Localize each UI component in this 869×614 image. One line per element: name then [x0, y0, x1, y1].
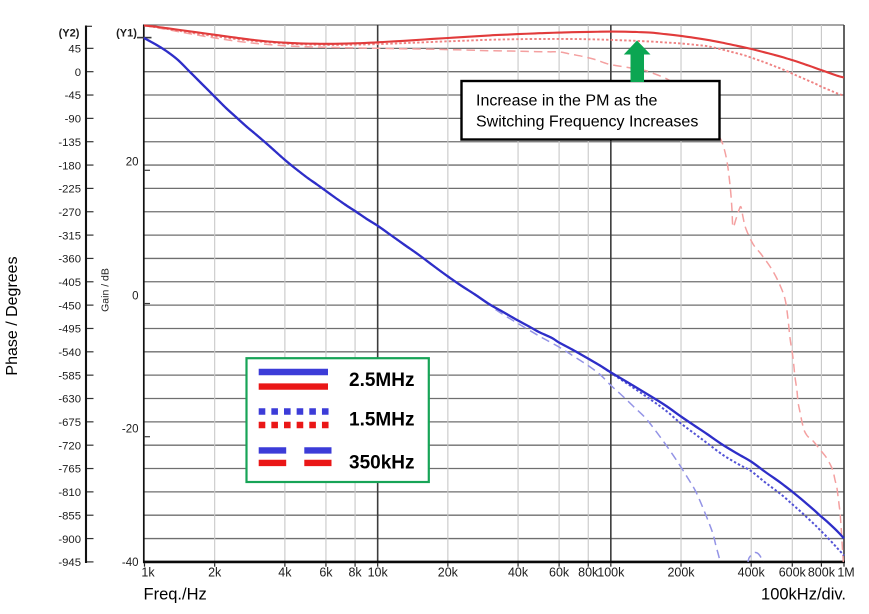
svg-text:6k: 6k [319, 566, 333, 580]
svg-text:200k: 200k [667, 566, 695, 580]
svg-text:-450: -450 [58, 300, 81, 312]
svg-text:-585: -585 [58, 370, 81, 382]
svg-text:20: 20 [126, 157, 139, 169]
svg-text:Gain / dB: Gain / dB [100, 268, 112, 312]
svg-text:-810: -810 [58, 487, 81, 499]
svg-text:600k: 600k [779, 566, 807, 580]
svg-text:60k: 60k [549, 566, 570, 580]
svg-text:Freq./Hz: Freq./Hz [144, 586, 207, 604]
svg-text:-90: -90 [65, 114, 81, 126]
svg-text:2.5MHz: 2.5MHz [349, 370, 414, 391]
svg-text:1.5MHz: 1.5MHz [349, 409, 414, 430]
svg-text:8k: 8k [348, 566, 362, 580]
svg-text:-495: -495 [58, 324, 81, 336]
svg-text:100kHz/div.: 100kHz/div. [761, 586, 846, 604]
svg-text:(Y2): (Y2) [59, 28, 80, 40]
svg-text:-225: -225 [58, 184, 81, 196]
svg-text:80k: 80k [578, 566, 599, 580]
svg-text:400k: 400k [738, 566, 766, 580]
svg-text:-405: -405 [58, 277, 81, 289]
svg-text:-315: -315 [58, 230, 81, 242]
svg-text:800k: 800k [808, 566, 836, 580]
svg-text:-900: -900 [58, 534, 81, 546]
svg-text:-40: -40 [122, 557, 139, 569]
svg-text:-675: -675 [58, 417, 81, 429]
svg-text:-20: -20 [122, 424, 139, 436]
svg-text:2k: 2k [208, 566, 222, 580]
svg-text:-540: -540 [58, 347, 81, 359]
svg-text:-360: -360 [58, 254, 81, 266]
svg-text:0: 0 [75, 67, 81, 79]
svg-text:-45: -45 [65, 90, 81, 102]
svg-text:40k: 40k [508, 566, 529, 580]
svg-text:-945: -945 [58, 557, 81, 569]
svg-text:350kHz: 350kHz [349, 452, 415, 473]
svg-text:-270: -270 [58, 207, 81, 219]
svg-text:Phase / Degrees: Phase / Degrees [4, 256, 21, 375]
svg-text:1k: 1k [141, 566, 155, 580]
svg-text:(Y1): (Y1) [116, 28, 137, 40]
svg-text:4k: 4k [278, 566, 292, 580]
svg-text:100k: 100k [597, 566, 625, 580]
svg-text:10k: 10k [368, 566, 389, 580]
svg-text:20k: 20k [438, 566, 459, 580]
svg-text:-855: -855 [58, 510, 81, 522]
svg-text:-630: -630 [58, 394, 81, 406]
svg-text:-180: -180 [58, 160, 81, 172]
svg-text:Switching Frequency Increases: Switching Frequency Increases [476, 114, 698, 131]
svg-text:-765: -765 [58, 464, 81, 476]
svg-text:0: 0 [132, 290, 138, 302]
svg-text:45: 45 [68, 44, 81, 56]
svg-text:-135: -135 [58, 137, 81, 149]
svg-text:-720: -720 [58, 440, 81, 452]
svg-text:Increase in the PM as the: Increase in the PM as the [476, 93, 658, 110]
svg-text:1M: 1M [837, 566, 854, 580]
